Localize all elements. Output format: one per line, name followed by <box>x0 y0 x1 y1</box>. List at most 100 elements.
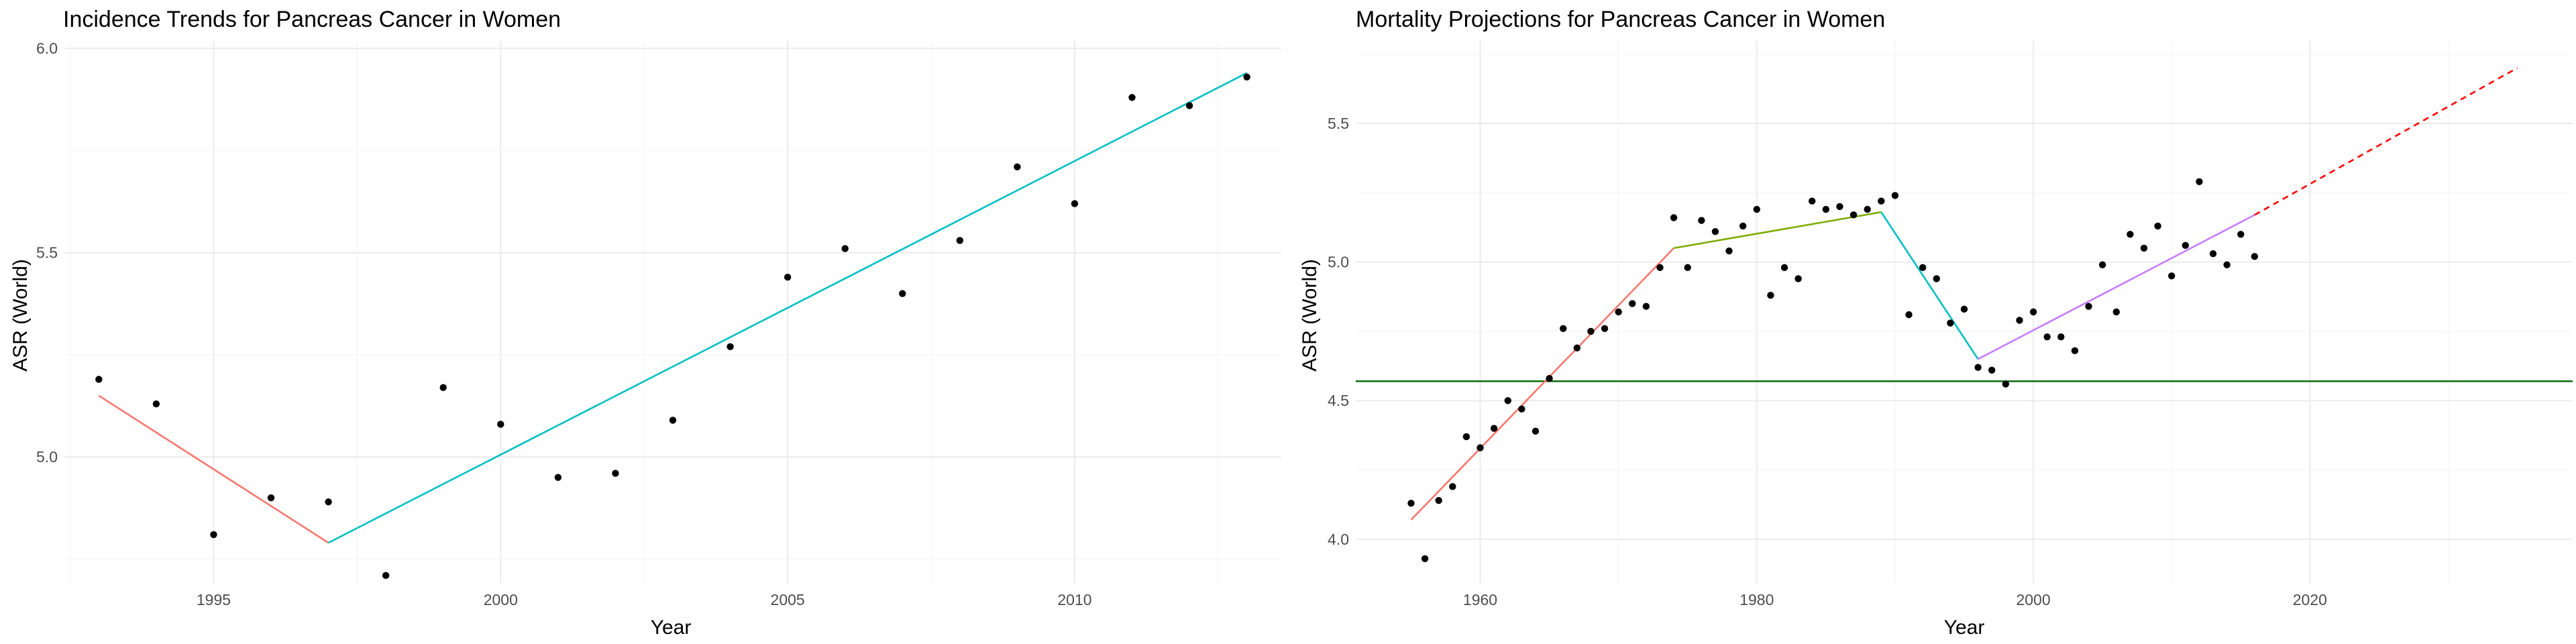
data-point <box>1960 305 1968 313</box>
trend-segment <box>1410 247 1675 521</box>
data-point <box>1629 300 1636 307</box>
data-point <box>2154 222 2161 230</box>
data-point <box>95 376 103 383</box>
trend-lines <box>1410 67 2518 521</box>
trend-segment <box>328 72 1248 544</box>
data-point <box>2140 244 2148 252</box>
trend-segment <box>98 394 329 544</box>
data-point <box>956 237 964 244</box>
data-point <box>210 531 217 539</box>
data-point <box>669 417 677 424</box>
data-point <box>1822 205 1830 213</box>
data-point <box>2182 241 2190 250</box>
data-point <box>1128 94 1136 101</box>
data-point <box>1670 214 1678 221</box>
y-tick-label: 4.5 <box>1328 392 1349 409</box>
data-point <box>152 400 160 408</box>
data-point <box>2196 178 2203 185</box>
data-point <box>1615 308 1622 316</box>
data-point <box>1462 433 1470 441</box>
x-tick-label: 2000 <box>2016 591 2050 608</box>
data-point <box>1698 217 1705 224</box>
data-point <box>1546 374 1553 382</box>
trend-lines <box>98 72 1248 544</box>
data-point <box>1185 102 1193 109</box>
y-tick-label: 5.5 <box>1328 115 1349 132</box>
data-point <box>1739 222 1747 230</box>
x-tick-label: 2005 <box>771 591 805 608</box>
data-point <box>2112 308 2120 316</box>
y-tick-label: 5.0 <box>36 448 58 466</box>
x-tick-label: 1980 <box>1739 591 1774 608</box>
x-tick-label: 2010 <box>1057 591 1091 608</box>
data-point <box>1560 325 1567 332</box>
y-tick-label: 5.0 <box>1328 254 1349 271</box>
data-point <box>267 494 275 502</box>
data-point <box>1449 483 1456 490</box>
trend-segment <box>1977 214 2255 360</box>
tick-labels: 1960 1980 2000 2020 4.0 4.5 5.0 5.5 <box>1328 115 2327 608</box>
data-point <box>1864 205 1871 213</box>
data-points <box>95 73 1250 580</box>
data-point <box>2237 231 2245 238</box>
data-point <box>1905 311 1913 319</box>
data-point <box>1421 555 1429 563</box>
data-point <box>1891 192 1899 199</box>
data-point <box>2002 380 2010 388</box>
data-point <box>1071 200 1079 207</box>
data-point <box>1988 366 1996 374</box>
data-point <box>325 498 332 506</box>
data-point <box>1767 292 1774 299</box>
data-point <box>2098 261 2106 268</box>
data-point <box>1809 197 1816 205</box>
data-point <box>1642 303 1650 310</box>
data-point <box>1587 327 1595 335</box>
data-point <box>612 470 619 477</box>
x-axis-title: Year <box>1944 616 1985 639</box>
data-point <box>1947 319 1954 327</box>
data-point <box>841 245 849 252</box>
trend-segment <box>1880 211 1979 360</box>
projection-line <box>2254 67 2518 216</box>
data-point <box>2016 317 2023 324</box>
data-point <box>2085 303 2092 310</box>
data-point <box>1849 211 1858 219</box>
data-point <box>2029 308 2037 316</box>
data-point <box>2071 347 2079 355</box>
data-point <box>497 421 504 428</box>
data-point <box>1974 364 1982 371</box>
data-point <box>1684 264 1691 272</box>
incidence-chart: Incidence Trends for Pancreas Cancer in … <box>9 7 1281 639</box>
x-axis-title: Year <box>651 616 692 639</box>
data-point <box>1407 499 1415 507</box>
tick-labels: 1995 2000 2005 2010 5.0 5.5 6.0 <box>36 40 1092 608</box>
mortality-chart: Mortality Projections for Pancreas Cance… <box>1299 7 2573 639</box>
x-tick-label: 2000 <box>484 591 518 608</box>
data-point <box>2168 272 2176 280</box>
data-point <box>382 572 390 580</box>
chart-title: Incidence Trends for Pancreas Cancer in … <box>63 7 561 32</box>
data-point <box>727 343 734 350</box>
data-point <box>1753 205 1760 213</box>
y-axis-title: ASR (World) <box>9 259 32 372</box>
data-point <box>2057 333 2065 341</box>
data-point <box>1933 275 1940 282</box>
data-point <box>1477 444 1484 451</box>
data-point <box>2043 333 2051 341</box>
data-point <box>2251 253 2259 260</box>
data-point <box>1435 496 1442 504</box>
data-point <box>1532 427 1540 435</box>
data-point <box>1014 163 1021 170</box>
chart-title: Mortality Projections for Pancreas Cance… <box>1356 7 1885 32</box>
data-point <box>2223 261 2231 268</box>
data-point <box>1601 325 1609 332</box>
trend-segment <box>1673 211 1882 250</box>
grid <box>64 40 1281 584</box>
data-point <box>1836 203 1843 211</box>
data-point <box>784 274 792 281</box>
data-point <box>1780 264 1788 272</box>
data-point <box>1504 397 1511 405</box>
data-point <box>1490 425 1498 432</box>
data-point <box>439 384 447 391</box>
